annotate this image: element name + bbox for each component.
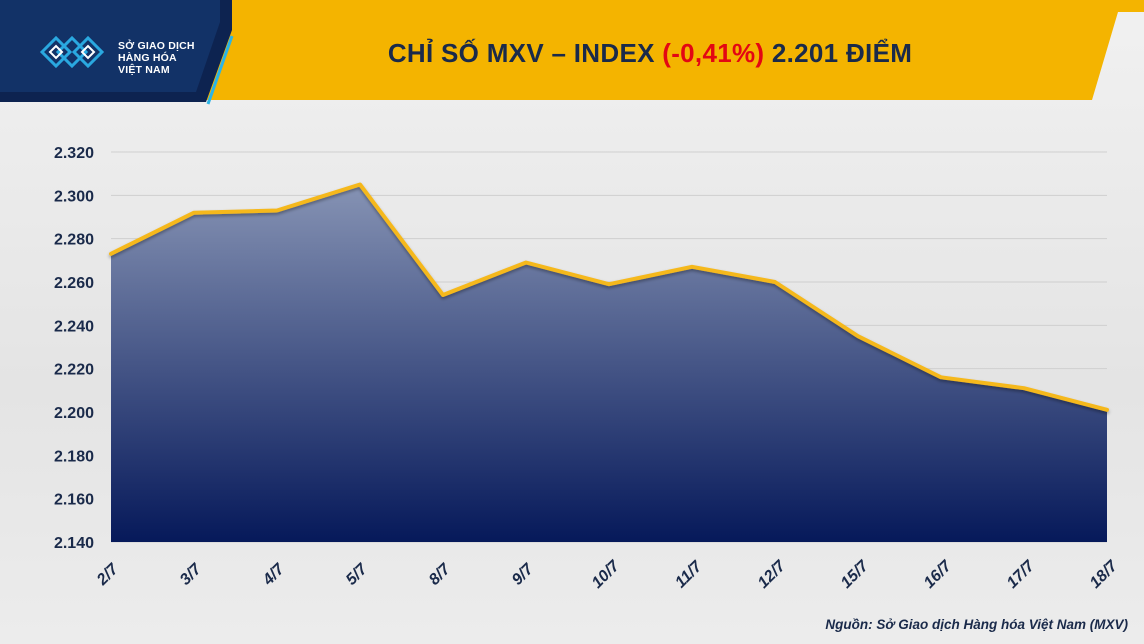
x-tick-label: 3/7 [177,560,206,589]
y-tick-label: 2.140 [54,535,94,552]
logo-text: SỞ GIAO DỊCH HÀNG HÓA VIỆT NAM [118,40,195,76]
logo-line-1: SỞ GIAO DỊCH [118,40,195,52]
x-tick-label: 16/7 [921,557,956,592]
data-point-15-7 [856,334,860,338]
banner-yellow-band [0,0,1144,100]
data-point-9-7 [524,261,528,264]
x-tick-label: 18/7 [1087,557,1122,592]
y-tick-label: 2.220 [54,362,94,379]
data-point-2-7 [109,252,113,256]
data-point-12-7 [773,280,777,284]
logo-panel-shade [0,0,220,92]
mxv-logo-icon [39,35,105,69]
page-title: CHỈ SỐ MXV – INDEX (-0,41%) 2.201 ĐIỂM [230,38,1070,69]
data-point-3-7 [192,211,196,215]
data-point-16-7 [939,375,943,379]
data-point-17-7 [1022,386,1026,390]
title-prefix: CHỈ SỐ MXV – INDEX [387,38,663,68]
x-tick-label: 17/7 [1004,557,1039,592]
data-point-10-7 [607,282,611,286]
title-suffix: 2.201 ĐIỂM [764,38,913,68]
x-tick-label: 11/7 [672,557,706,591]
y-tick-label: 2.280 [54,232,94,249]
title-change: (-0,41%) [662,38,765,68]
x-tick-label: 9/7 [509,560,538,589]
x-tick-label: 4/7 [259,560,288,589]
y-tick-label: 2.240 [54,318,94,335]
x-tick-label: 2/7 [93,560,122,589]
x-tick-label: 12/7 [755,557,790,592]
y-tick-label: 2.320 [54,145,94,162]
x-tick-label: 15/7 [838,557,873,592]
data-point-4-7 [275,209,279,212]
y-tick-label: 2.260 [54,275,94,292]
y-tick-label: 2.300 [54,188,94,205]
y-tick-label: 2.160 [54,492,94,509]
logo-line-2: HÀNG HÓA [118,52,177,64]
logo-line-3: VIỆT NAM [118,64,170,76]
x-tick-label: 5/7 [343,560,372,589]
header-banner [0,0,1144,105]
y-tick-label: 2.180 [54,448,94,465]
logo-panel-accent [206,35,234,105]
x-tick-label: 8/7 [426,560,455,589]
data-point-5-7 [358,183,362,186]
x-tick-label: 10/7 [589,557,624,592]
y-tick-label: 2.200 [54,405,94,422]
data-point-11-7 [690,265,694,269]
source-note: Nguồn: Sở Giao dịch Hàng hóa Việt Nam (M… [825,617,1128,632]
data-point-8-7 [441,293,445,297]
data-point-18-7 [1105,408,1109,412]
series-area [111,184,1107,542]
